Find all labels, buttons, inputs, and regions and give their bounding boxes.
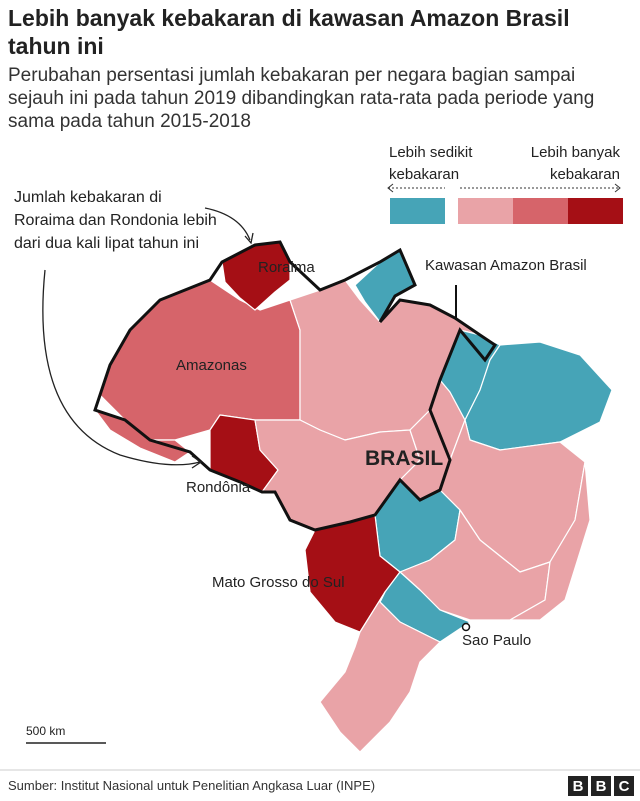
legend-swatch — [390, 198, 445, 224]
legend-less: Lebih sedikit kebakaran — [389, 144, 473, 183]
map-label: Mato Grosso do Sul — [212, 574, 345, 591]
legend-swatch — [513, 198, 568, 224]
map-label: BRASIL — [365, 447, 443, 470]
arrow — [42, 269, 201, 466]
map-label: Sao Paulo — [462, 632, 531, 649]
subtitle: Perubahan persentasi jumlah kebakaran pe… — [8, 65, 595, 132]
arrow-head — [191, 455, 203, 469]
logo-box — [591, 776, 611, 796]
map-label: Amazonas — [176, 357, 247, 374]
legend-swatches — [390, 198, 623, 224]
legend-arrow-head — [387, 183, 394, 193]
annotation: Jumlah kebakaran di Roraima dan Rondonia… — [14, 189, 217, 252]
legend-arrow-head — [614, 183, 621, 193]
scale-label: 500 km — [26, 724, 65, 738]
logo-letter: B — [596, 778, 607, 795]
city-dot — [461, 622, 471, 632]
title: Lebih banyak kebakaran di kawasan Amazon… — [8, 5, 570, 59]
map-label: Kawasan Amazon Brasil — [425, 257, 587, 274]
states — [94, 241, 613, 753]
legend-swatch — [568, 198, 623, 224]
amazon-border — [93, 240, 498, 532]
legend-swatch — [458, 198, 513, 224]
logo-box — [614, 776, 634, 796]
arrow-head — [244, 232, 254, 245]
map-label: Roraima — [258, 259, 315, 276]
source: Sumber: Institut Nasional untuk Peneliti… — [8, 778, 376, 793]
legend-more: Lebih banyak kebakaran — [530, 144, 620, 183]
state — [399, 509, 551, 621]
logo-box — [568, 776, 588, 796]
arrow — [204, 207, 251, 241]
state — [319, 591, 441, 753]
logo-letter: C — [619, 778, 630, 795]
map-label: Rondônia — [186, 479, 251, 496]
logo-letter: B — [573, 778, 584, 795]
state — [509, 461, 591, 621]
